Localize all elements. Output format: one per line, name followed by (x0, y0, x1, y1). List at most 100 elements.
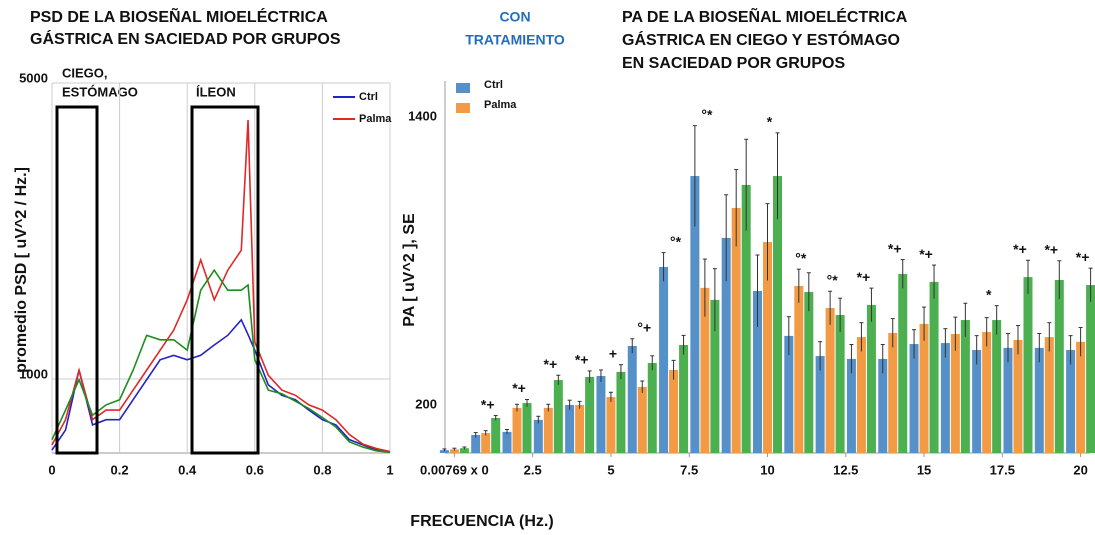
bar (1023, 277, 1033, 453)
bar (710, 299, 720, 453)
significance-marker: + (609, 345, 617, 361)
bar (1044, 337, 1054, 453)
y-tick-label: 1400 (408, 108, 437, 123)
bar (637, 387, 647, 453)
bar (960, 320, 970, 453)
bar (815, 356, 825, 453)
significance-marker: * (767, 114, 773, 130)
significance-marker: *+ (575, 352, 589, 368)
bar (929, 281, 939, 453)
bar (565, 405, 575, 453)
bar (606, 397, 616, 453)
bar (533, 419, 543, 453)
bar (553, 380, 563, 453)
bar (449, 449, 459, 453)
legend-swatch (456, 83, 470, 93)
x-tick-label: 0.00769 x 0 (420, 462, 489, 477)
data-line (51, 119, 391, 453)
x-tick-label: 0.6 (246, 462, 264, 477)
annotation: ÍLEON (196, 84, 236, 99)
bar (1076, 341, 1086, 453)
x-tick-label: 0.2 (111, 462, 129, 477)
bar (846, 358, 856, 453)
bar (512, 407, 522, 453)
significance-marker: °+ (637, 319, 651, 335)
bar (888, 333, 898, 453)
right-title-line: EN SACIEDAD POR GRUPOS (622, 55, 845, 72)
bar (982, 332, 992, 453)
bar (669, 369, 679, 453)
bar (459, 448, 469, 453)
significance-marker: *+ (481, 396, 495, 412)
significance-marker: *+ (919, 246, 933, 262)
annotation: ESTÓMAGO (62, 84, 138, 99)
bar (909, 344, 919, 453)
left-y-label: promedio PSD [ uV^2 / Hz.] (13, 167, 30, 373)
significance-marker: °* (827, 272, 839, 288)
y-tick-label: 5000 (19, 70, 48, 85)
bar (825, 308, 835, 453)
x-tick-label: 0 (48, 462, 55, 477)
y-tick-label: 200 (415, 396, 437, 411)
bar (763, 242, 772, 453)
bar (502, 431, 512, 453)
bar (992, 320, 1002, 453)
bar (596, 375, 606, 453)
x-tick-label: 12.5 (833, 462, 858, 477)
bar (940, 343, 950, 453)
bar (679, 345, 689, 453)
bar (471, 435, 481, 453)
bar (659, 267, 669, 453)
significance-marker: °* (795, 250, 807, 266)
bar (1066, 350, 1076, 453)
bar (972, 350, 982, 453)
bar (647, 363, 657, 453)
bar (1013, 339, 1023, 453)
x-tick-label: 2.5 (524, 462, 542, 477)
left-title-line: PSD DE LA BIOSEÑAL MIOELÉCTRICA (30, 6, 328, 26)
bar (1034, 347, 1044, 453)
annotation: CIEGO, (62, 65, 108, 80)
right-title-line: GÁSTRICA EN CIEGO Y ESTÓMAGO (622, 30, 900, 49)
bar (585, 376, 595, 453)
bar (721, 237, 731, 453)
bar (700, 287, 710, 453)
bar (627, 345, 637, 453)
bar (794, 285, 804, 453)
right-y-label: PA [ uV^2 ], SE (401, 213, 418, 327)
bar (481, 433, 491, 453)
bar (439, 450, 449, 453)
region-box (190, 105, 260, 455)
legend-label: Palma (484, 99, 517, 111)
bar (543, 407, 553, 453)
bar (773, 176, 782, 454)
right-title-line: PA DE LA BIOSEÑAL MIOELÉCTRICA (622, 6, 908, 26)
bar (616, 371, 626, 453)
significance-marker: °* (701, 106, 713, 122)
bar (950, 333, 960, 453)
bar (491, 417, 501, 453)
legend-label: Ctrl (359, 91, 378, 103)
bar (866, 304, 876, 453)
significance-marker: *+ (1013, 241, 1027, 257)
significance-marker: *+ (1076, 249, 1090, 265)
significance-marker: *+ (1044, 241, 1058, 257)
x-tick-label: 5 (607, 462, 614, 477)
bar (575, 405, 585, 453)
x-tick-label: 7.5 (680, 462, 698, 477)
bar (878, 358, 888, 453)
bar (690, 176, 700, 454)
bar (753, 291, 762, 453)
data-line (51, 268, 391, 454)
significance-marker: *+ (888, 240, 902, 256)
bar (856, 337, 866, 453)
significance-marker: °* (670, 233, 682, 249)
center-note: TRATAMIENTO (465, 32, 565, 48)
significance-marker: * (986, 286, 992, 302)
bar (731, 207, 741, 453)
significance-marker: *+ (512, 380, 526, 396)
significance-marker: *+ (544, 356, 558, 372)
plots: 1000 5000 0 0.2 0.4 0.6 0.8 1 Ctrl Palma 1400 200 0.… (19, 70, 1095, 477)
